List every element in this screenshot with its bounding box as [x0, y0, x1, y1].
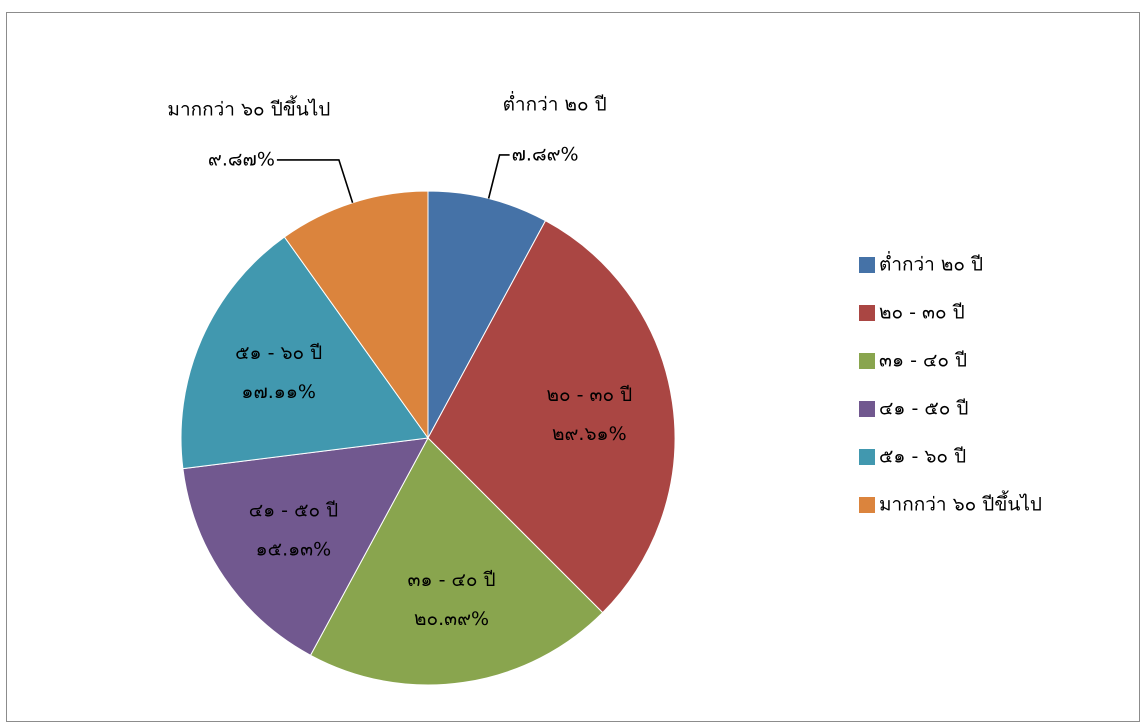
legend-swatch-3	[859, 353, 875, 369]
data-label-value-5: ๑๗.๑๑%	[241, 381, 316, 403]
pie-slice-4	[182, 437, 429, 656]
legend-swatch-2	[859, 305, 875, 321]
legend: ต่ำกว่า ๒๐ ปี๒๐ - ๓๐ ปี๓๑ - ๔๐ ปี๔๑ - ๕๐…	[859, 251, 1042, 516]
legend-label-3: ๓๑ - ๔๐ ปี	[879, 350, 967, 372]
legend-label-1: ต่ำกว่า ๒๐ ปี	[879, 251, 983, 276]
data-labels-layer: ๗.๘๙% ต่ำกว่า ๒๐ ปี๒๐ - ๓๐ ปี๒๙.๖๑% ๓๑ - ๔…	[167, 90, 632, 629]
data-label-category-3: ๓๑ - ๔๐ ปี	[407, 569, 495, 591]
data-label-category-2: ๒๐ - ๓๐ ปี	[546, 384, 632, 406]
data-label-category-5: ๕๑ - ๖๐ ปี	[235, 342, 322, 364]
leader-lines-layer	[276, 154, 510, 204]
legend-label-2: ๒๐ - ๓๐ ปี	[879, 302, 965, 324]
data-label-value-4: ๑๕.๑๓%	[256, 539, 332, 561]
legend-label-6: มากกว่า ๖๐ ปีขึ้นไป	[879, 491, 1042, 516]
data-label-category-6: มากกว่า ๖๐ ปีขึ้นไป	[167, 95, 330, 120]
data-label-value-6: ๙.๘๗%	[208, 148, 275, 170]
slices-layer	[180, 190, 676, 686]
pie-slice-2	[427, 220, 676, 614]
data-label-category-1: ต่ำกว่า ๒๐ ปี	[503, 90, 607, 115]
legend-swatch-4	[859, 401, 875, 417]
leader-line-6	[276, 159, 354, 204]
legend-swatch-5	[859, 449, 875, 465]
legend-swatch-6	[859, 497, 875, 513]
pie-chart: ๗.๘๙% ต่ำกว่า ๒๐ ปี๒๐ - ๓๐ ปี๒๙.๖๑% ๓๑ - ๔…	[167, 90, 1042, 686]
legend-label-5: ๕๑ - ๖๐ ปี	[879, 446, 966, 468]
chart-frame: ๗.๘๙% ต่ำกว่า ๒๐ ปี๒๐ - ๓๐ ปี๒๙.๖๑% ๓๑ - ๔…	[6, 12, 1140, 722]
legend-label-4: ๔๑ - ๕๐ ปี	[879, 398, 968, 420]
pie-slice-1	[427, 190, 547, 439]
leader-line-1	[487, 154, 510, 199]
pie-slice-3	[309, 437, 604, 686]
data-label-value-3: ๒๐.๓๙%	[414, 608, 489, 630]
data-label-value-1: ๗.๘๙%	[512, 143, 579, 165]
data-label-category-4: ๔๑ - ๕๐ ปี	[249, 500, 338, 522]
pie-slice-5	[180, 236, 429, 470]
data-label-value-2: ๒๙.๖๑%	[552, 423, 627, 445]
legend-swatch-1	[859, 257, 875, 273]
